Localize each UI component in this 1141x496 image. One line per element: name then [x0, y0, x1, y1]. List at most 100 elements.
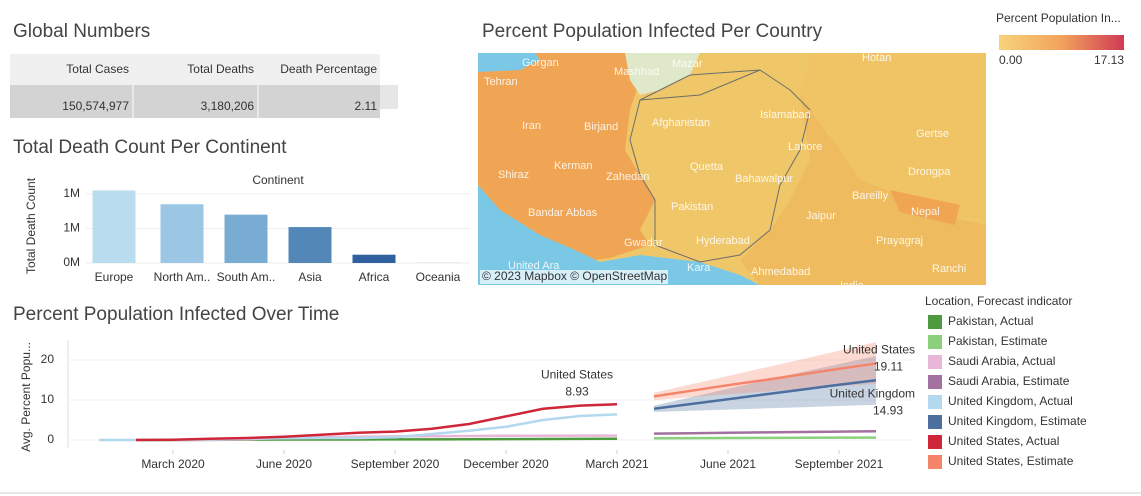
- map-place-label: Gorgan: [522, 57, 559, 69]
- legend-label: United Kingdom, Estimate: [948, 414, 1087, 428]
- legend-label: Pakistan, Estimate: [948, 334, 1048, 348]
- map-place-label: Gwadar: [624, 237, 663, 249]
- map-place-label: Bahawalpur: [735, 173, 793, 185]
- legend-swatch: [928, 435, 942, 449]
- series-line: [653, 362, 877, 398]
- map-place-label: Iran: [522, 120, 541, 132]
- x-tick-label: June 2020: [256, 457, 312, 471]
- map-iran: [478, 53, 660, 262]
- legend-label: United States, Estimate: [948, 454, 1074, 468]
- y-tick-label: 0M: [63, 255, 80, 269]
- legend-label: United States, Actual: [948, 434, 1059, 448]
- table-cell: 2.11: [355, 99, 378, 113]
- x-tick-label: March 2020: [141, 457, 205, 471]
- table-header: Death Percentage: [280, 62, 377, 76]
- series-line: [653, 429, 877, 435]
- legend-label: Saudi Arabia, Actual: [948, 354, 1055, 368]
- map-turkmenistan: [625, 53, 700, 95]
- map-nepal: [890, 190, 960, 225]
- annotation-label: United States: [843, 343, 915, 357]
- bar: [160, 204, 204, 263]
- table-row-bg: [10, 85, 380, 118]
- y-tick-label: 20: [41, 352, 55, 366]
- map-place-label: Mashhad: [614, 66, 659, 78]
- map-place-label: Bareilly: [852, 190, 889, 202]
- legend-swatch: [928, 455, 942, 469]
- map-place-label: Ranchi: [932, 263, 966, 275]
- annotation-value: 8.93: [565, 384, 589, 398]
- table-header: Total Deaths: [187, 62, 254, 76]
- map-india: [740, 95, 986, 285]
- confidence-band: [654, 356, 876, 412]
- map-legend-title: Percent Population In...: [996, 11, 1121, 25]
- map-place-label: Drongpa: [908, 166, 951, 178]
- map: Gorgan Mashhad Mazar Hotan Tehran Iran Birjand…: [478, 52, 986, 285]
- table-header-bg: [10, 54, 380, 85]
- x-tick-label: June 2021: [700, 457, 756, 471]
- map-china: [800, 53, 986, 220]
- table-row-edge: [380, 85, 398, 109]
- map-sea: [478, 185, 760, 285]
- map-legend-gradient: [999, 35, 1124, 50]
- map-place-label: Kara: [687, 262, 711, 274]
- map-place-label: Ahmedabad: [751, 266, 810, 278]
- map-place-label: Afghanistan: [652, 117, 710, 129]
- legend-swatch: [928, 415, 942, 429]
- annotation-label: United Kingdom: [830, 386, 915, 400]
- x-tick-label: Asia: [298, 270, 322, 284]
- x-tick-label: Europe: [95, 270, 134, 284]
- map-attribution: © 2023 Mapbox © OpenStreetMap: [482, 269, 667, 283]
- table-cell: 150,574,977: [62, 99, 129, 113]
- map-border: [639, 69, 761, 101]
- x-tick-label: Oceania: [416, 270, 461, 284]
- annotation-label: United States: [541, 367, 613, 381]
- bar-chart-title: Total Death Count Per Continent: [13, 137, 287, 158]
- map-place-label: Gertse: [916, 128, 949, 140]
- x-tick-label: Africa: [359, 270, 390, 284]
- bar-y-label: Total Death Count: [24, 177, 38, 274]
- attribution-bg: [480, 270, 668, 284]
- map-place-label: Hotan: [862, 52, 891, 64]
- line-y-label: Avg. Percent Popu...: [19, 342, 33, 452]
- y-tick-label: 1M: [63, 221, 80, 235]
- series-line: [653, 436, 877, 440]
- legend-swatch: [928, 355, 942, 369]
- map-title: Percent Population Infected Per Country: [482, 21, 823, 42]
- bar: [288, 227, 332, 263]
- series-line: [135, 403, 618, 442]
- x-tick-label: September 2021: [795, 457, 884, 471]
- legend-swatch: [928, 375, 942, 389]
- annotation-value: 14.93: [873, 403, 903, 417]
- legend-label: Saudi Arabia, Estimate: [948, 374, 1070, 388]
- map-place-label: Quetta: [690, 161, 724, 173]
- map-place-label: Islamabad: [760, 109, 811, 121]
- x-tick-label: September 2020: [351, 457, 440, 471]
- table-title: Global Numbers: [13, 21, 150, 42]
- map-place-label: Zahedan: [606, 171, 649, 183]
- confidence-band: [654, 342, 876, 400]
- y-tick-label: 10: [41, 392, 55, 406]
- bar-x-header: Continent: [252, 173, 304, 187]
- map-place-label: Kerman: [554, 160, 593, 172]
- x-tick-label: December 2020: [463, 457, 549, 471]
- map-place-label: Tehran: [484, 76, 518, 88]
- x-tick-label: South Am..: [217, 270, 276, 284]
- map-place-label: Bandar Abbas: [528, 207, 598, 219]
- map-place-label: Jaipur: [806, 210, 836, 222]
- legend-swatch: [928, 315, 942, 329]
- map-legend-max: 17.13: [1094, 53, 1124, 67]
- map-place-label: Birjand: [584, 121, 618, 133]
- bar: [92, 190, 136, 263]
- series-line: [653, 379, 877, 411]
- annotation-value: 19.11: [874, 360, 903, 374]
- map-place-label: Mazar: [672, 58, 703, 70]
- map-place-label: Pakistan: [671, 201, 713, 213]
- map-place-label: Lahore: [788, 141, 822, 153]
- map-place-label: Nepal: [911, 206, 940, 218]
- legend-label: Pakistan, Actual: [948, 314, 1033, 328]
- legend-title: Location, Forecast indicator: [925, 294, 1072, 308]
- map-place-label: Shiraz: [498, 169, 529, 181]
- map-caspian: [478, 53, 540, 72]
- line-chart-title: Percent Population Infected Over Time: [13, 304, 339, 325]
